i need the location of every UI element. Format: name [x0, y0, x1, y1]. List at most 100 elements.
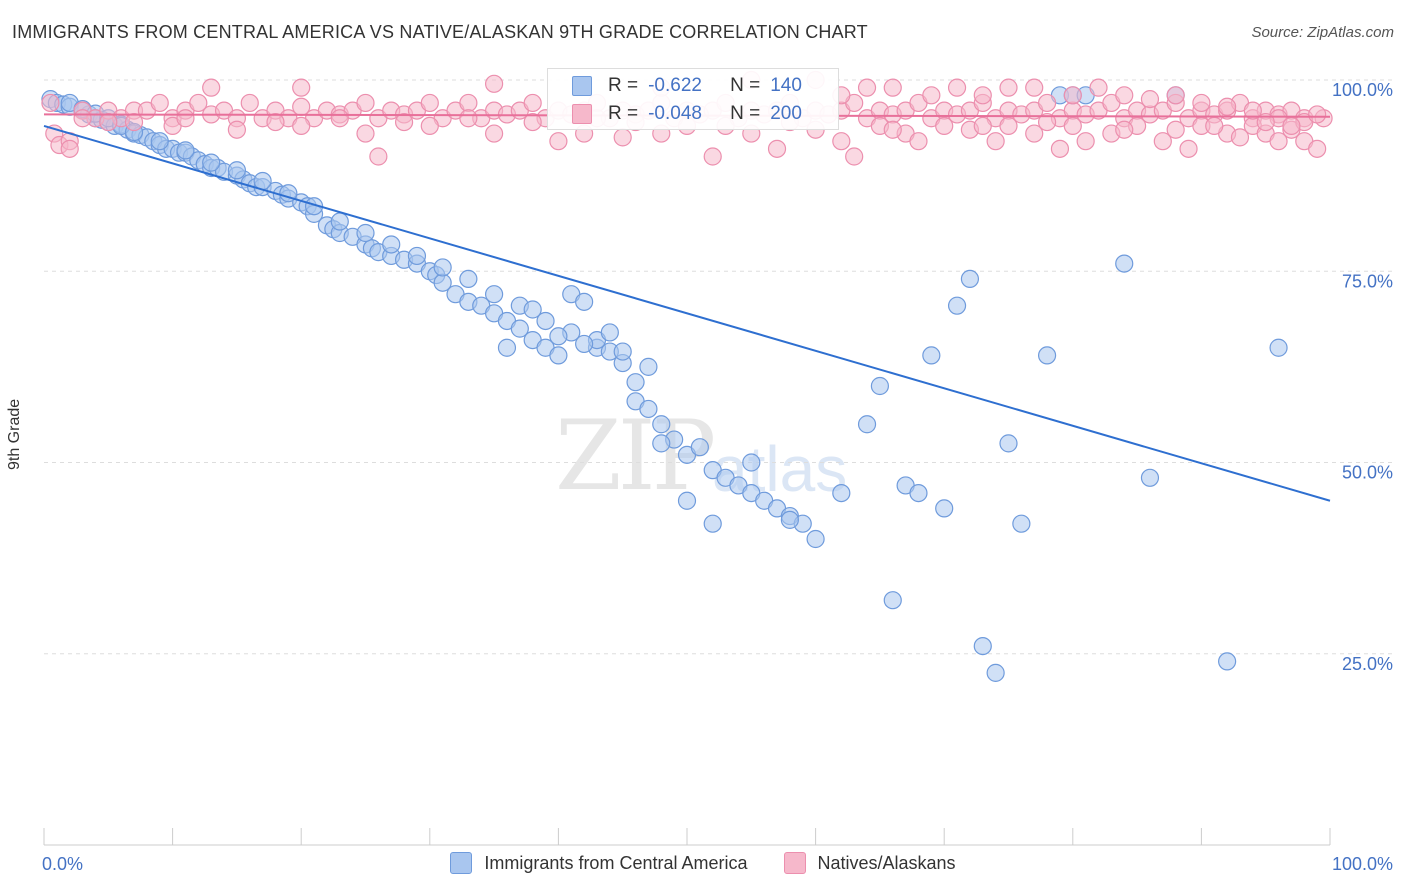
point-immigrants: [922, 346, 941, 365]
legend-label-natives: Natives/Alaskans: [817, 852, 956, 873]
point-immigrants: [1012, 514, 1031, 533]
point-natives: [459, 109, 478, 128]
point-immigrants: [883, 591, 902, 610]
point-immigrants: [510, 319, 529, 338]
y-tick-label: 100.0%: [1332, 80, 1393, 100]
point-immigrants: [832, 484, 851, 503]
point-natives: [1218, 97, 1237, 116]
point-immigrants: [549, 346, 568, 365]
n-value: 200: [770, 103, 802, 124]
legend-swatch-pink: [572, 104, 592, 124]
point-natives: [1037, 93, 1057, 113]
point-natives: [613, 128, 632, 147]
point-natives: [60, 139, 79, 158]
point-natives: [1115, 86, 1134, 105]
point-immigrants: [870, 376, 890, 396]
point-immigrants: [330, 212, 349, 231]
series-legend: Immigrants from Central America Natives/…: [0, 852, 1406, 874]
point-natives: [369, 147, 388, 166]
r-value: -0.048: [648, 103, 702, 124]
point-immigrants: [639, 357, 658, 376]
point-immigrants: [1140, 468, 1160, 487]
point-natives: [485, 74, 504, 93]
point-immigrants: [806, 529, 825, 549]
point-natives: [1269, 132, 1288, 151]
point-natives: [1050, 139, 1070, 158]
point-natives: [459, 93, 478, 113]
point-immigrants: [1218, 652, 1237, 671]
point-natives: [973, 116, 992, 136]
point-natives: [1025, 78, 1044, 97]
point-immigrants: [652, 415, 671, 434]
point-immigrants: [382, 235, 401, 254]
legend-item-natives[interactable]: Natives/Alaskans: [783, 852, 956, 874]
stats-row-natives: R = -0.048 N = 200: [548, 100, 802, 128]
point-natives: [356, 124, 375, 143]
point-natives: [767, 139, 787, 158]
point-immigrants: [935, 499, 954, 518]
point-natives: [1308, 139, 1327, 158]
point-natives: [1243, 101, 1262, 120]
point-natives: [1166, 86, 1185, 105]
point-natives: [1166, 120, 1185, 139]
point-natives: [240, 93, 259, 113]
point-immigrants: [1037, 346, 1057, 365]
point-natives: [845, 147, 864, 166]
point-natives: [292, 116, 311, 136]
point-immigrants: [677, 491, 697, 510]
point-natives: [99, 112, 118, 132]
point-immigrants: [202, 153, 221, 172]
point-natives: [227, 120, 246, 139]
n-label: N =: [730, 103, 761, 124]
r-label: R =: [608, 75, 639, 96]
chart-title: IMMIGRANTS FROM CENTRAL AMERICA VS NATIV…: [12, 22, 868, 42]
point-immigrants: [407, 246, 427, 266]
point-natives: [1230, 128, 1250, 147]
point-natives: [549, 132, 568, 151]
point-immigrants: [639, 399, 658, 419]
legend-swatch-pink: [783, 852, 806, 874]
stats-legend: R = -0.622 N = 140 R = -0.048 N = 200: [547, 68, 839, 130]
point-immigrants: [150, 132, 169, 151]
point-natives: [73, 109, 92, 128]
point-immigrants: [626, 373, 645, 392]
x-axis: [43, 828, 1331, 846]
x-tick-label-min: 0.0%: [42, 854, 83, 874]
point-natives: [1256, 112, 1275, 132]
point-natives: [1063, 116, 1082, 136]
x-tick-label-max: 100.0%: [1332, 854, 1393, 874]
point-immigrants: [690, 438, 709, 457]
point-natives: [1282, 116, 1301, 136]
point-immigrants: [176, 141, 195, 160]
point-natives: [420, 93, 439, 113]
point-natives: [973, 86, 992, 105]
point-immigrants: [703, 514, 722, 533]
point-natives: [1076, 132, 1095, 151]
point-natives: [150, 93, 169, 113]
point-natives: [999, 78, 1018, 97]
point-immigrants: [497, 338, 517, 357]
point-immigrants: [356, 223, 375, 243]
point-natives: [1037, 112, 1057, 132]
point-natives: [1205, 116, 1224, 136]
series-immigrants-points: [41, 86, 1288, 682]
source-label: Source: ZipAtlas.com: [1251, 24, 1394, 41]
point-immigrants: [1115, 254, 1134, 273]
point-natives: [1025, 124, 1044, 143]
r-value: -0.622: [648, 75, 702, 96]
point-immigrants: [613, 342, 632, 361]
point-natives: [176, 109, 195, 128]
stats-row-immigrants: R = -0.622 N = 140: [548, 72, 802, 100]
point-natives: [485, 124, 504, 143]
point-natives: [909, 132, 928, 151]
point-immigrants: [600, 323, 619, 342]
legend-swatch-blue: [450, 852, 473, 874]
point-natives: [420, 116, 439, 136]
legend-label-immigrants: Immigrants from Central America: [484, 852, 748, 873]
point-natives: [999, 116, 1018, 136]
legend-item-immigrants[interactable]: Immigrants from Central America: [450, 852, 748, 874]
point-immigrants: [742, 453, 761, 472]
point-immigrants: [986, 663, 1005, 682]
grid-lines: [44, 79, 1395, 655]
point-natives: [292, 78, 311, 97]
